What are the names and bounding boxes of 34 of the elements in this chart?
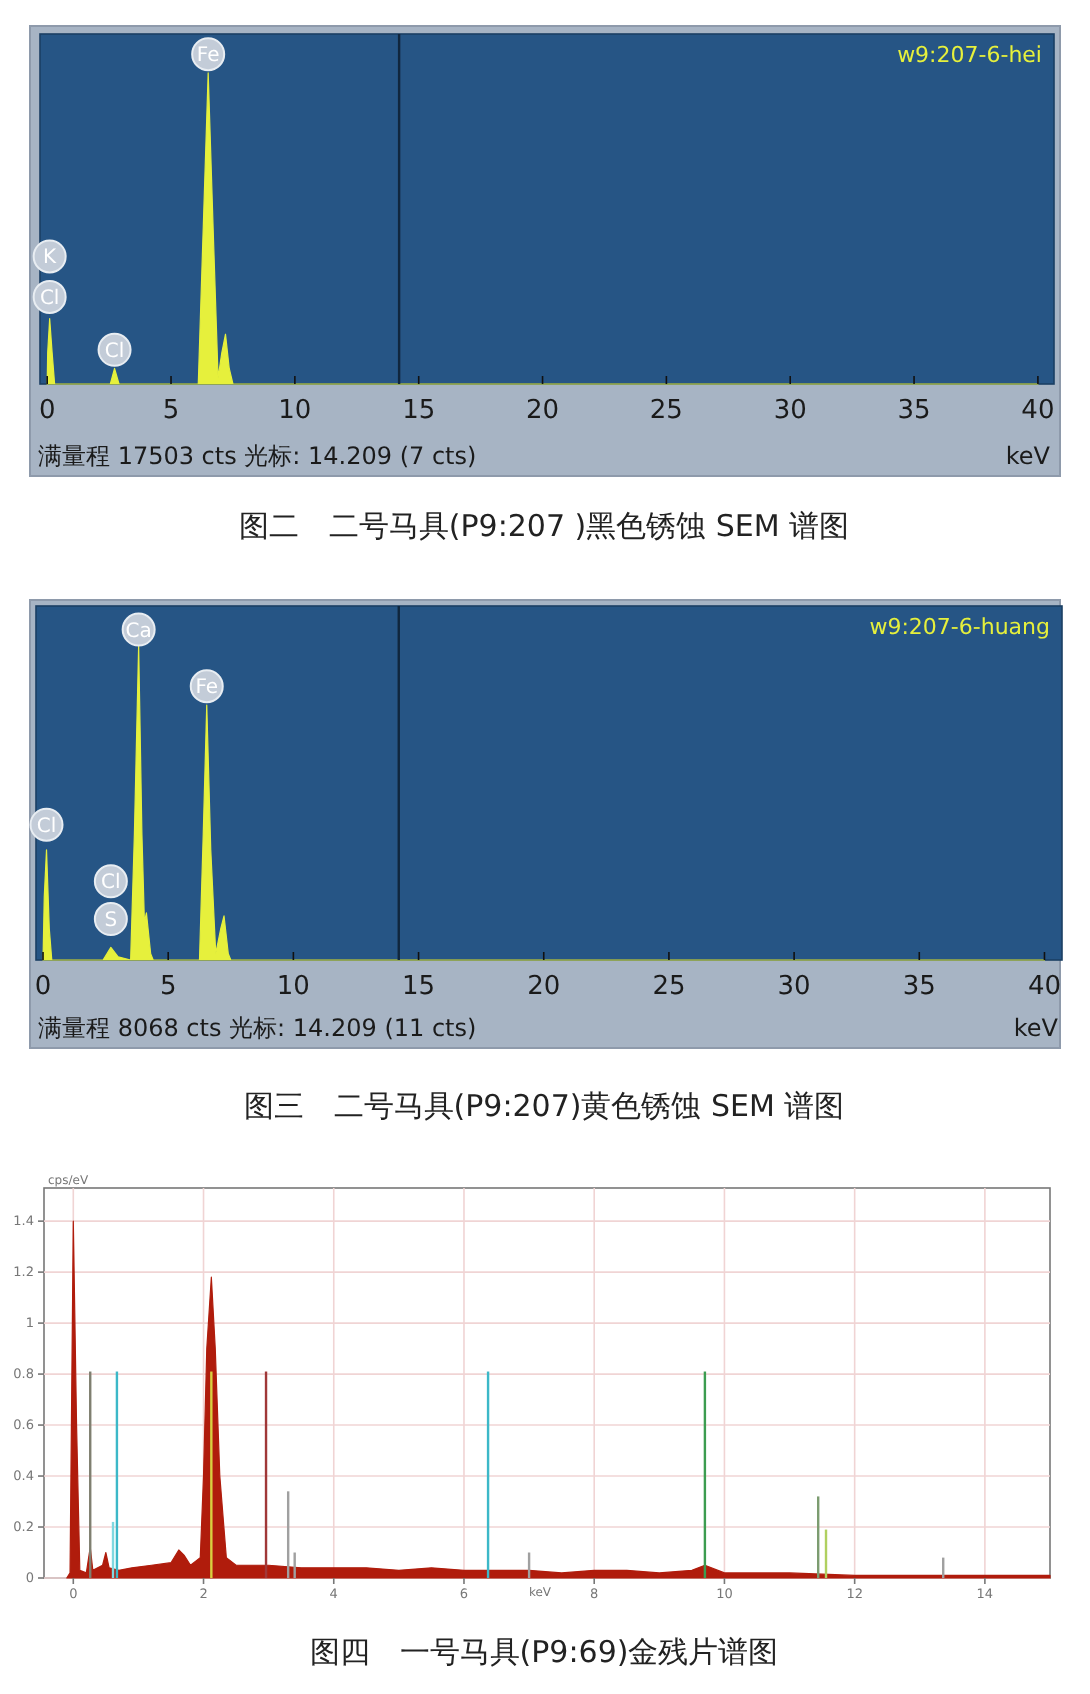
text: 满量程 17503 cts 光标: 14.209 (7 cts) bbox=[38, 442, 477, 470]
x-tick-label: 30 bbox=[773, 396, 807, 426]
text: 图二 二号马具(P9:207 )黑色锈蚀 SEM 谱图 bbox=[238, 508, 850, 544]
x-tick-label: 25 bbox=[652, 972, 686, 1002]
x-tick-label: 20 bbox=[525, 396, 560, 426]
x-axis-title: keV bbox=[1005, 442, 1052, 470]
annotation: Fe bbox=[195, 677, 219, 700]
text: 图四 一号马具(P9:69)金残片谱图 bbox=[309, 1634, 779, 1670]
annotation: Fe bbox=[196, 45, 220, 68]
text: 满量程 8068 cts 光标: 14.209 (11 cts) bbox=[38, 1014, 477, 1042]
text: 图三 二号马具(P9:207)黄色锈蚀 SEM 谱图 bbox=[243, 1088, 845, 1124]
annotation: Ca bbox=[125, 620, 152, 643]
annotation: Cl bbox=[36, 815, 57, 838]
x-tick-label: 40 bbox=[1021, 396, 1055, 426]
x-axis-title: keV bbox=[1013, 1014, 1060, 1042]
x-tick-label: 35 bbox=[902, 972, 936, 1002]
x-tick-label: 20 bbox=[527, 972, 561, 1002]
annotation: Cl bbox=[101, 872, 121, 895]
x-tick-label: 35 bbox=[897, 396, 931, 426]
annotation: K bbox=[43, 247, 58, 270]
text: w9:207-6-huang bbox=[869, 614, 1050, 640]
x-tick-label: 30 bbox=[777, 972, 811, 1002]
x-tick-label: 15 bbox=[402, 972, 436, 1002]
annotation: Cl bbox=[39, 287, 60, 310]
x-tick-label: 10 bbox=[278, 396, 312, 426]
annotation: S bbox=[104, 910, 118, 933]
annotation: Cl bbox=[104, 340, 125, 363]
x-tick-label: 10 bbox=[276, 972, 310, 1002]
x-tick-label: 5 bbox=[159, 972, 177, 1002]
x-tick-label: 40 bbox=[1027, 972, 1062, 1002]
x-tick-label: 25 bbox=[649, 396, 683, 426]
x-tick-label: 5 bbox=[162, 396, 180, 426]
text: w9:207-6-hei bbox=[897, 42, 1042, 68]
x-tick-label: 15 bbox=[402, 396, 436, 426]
